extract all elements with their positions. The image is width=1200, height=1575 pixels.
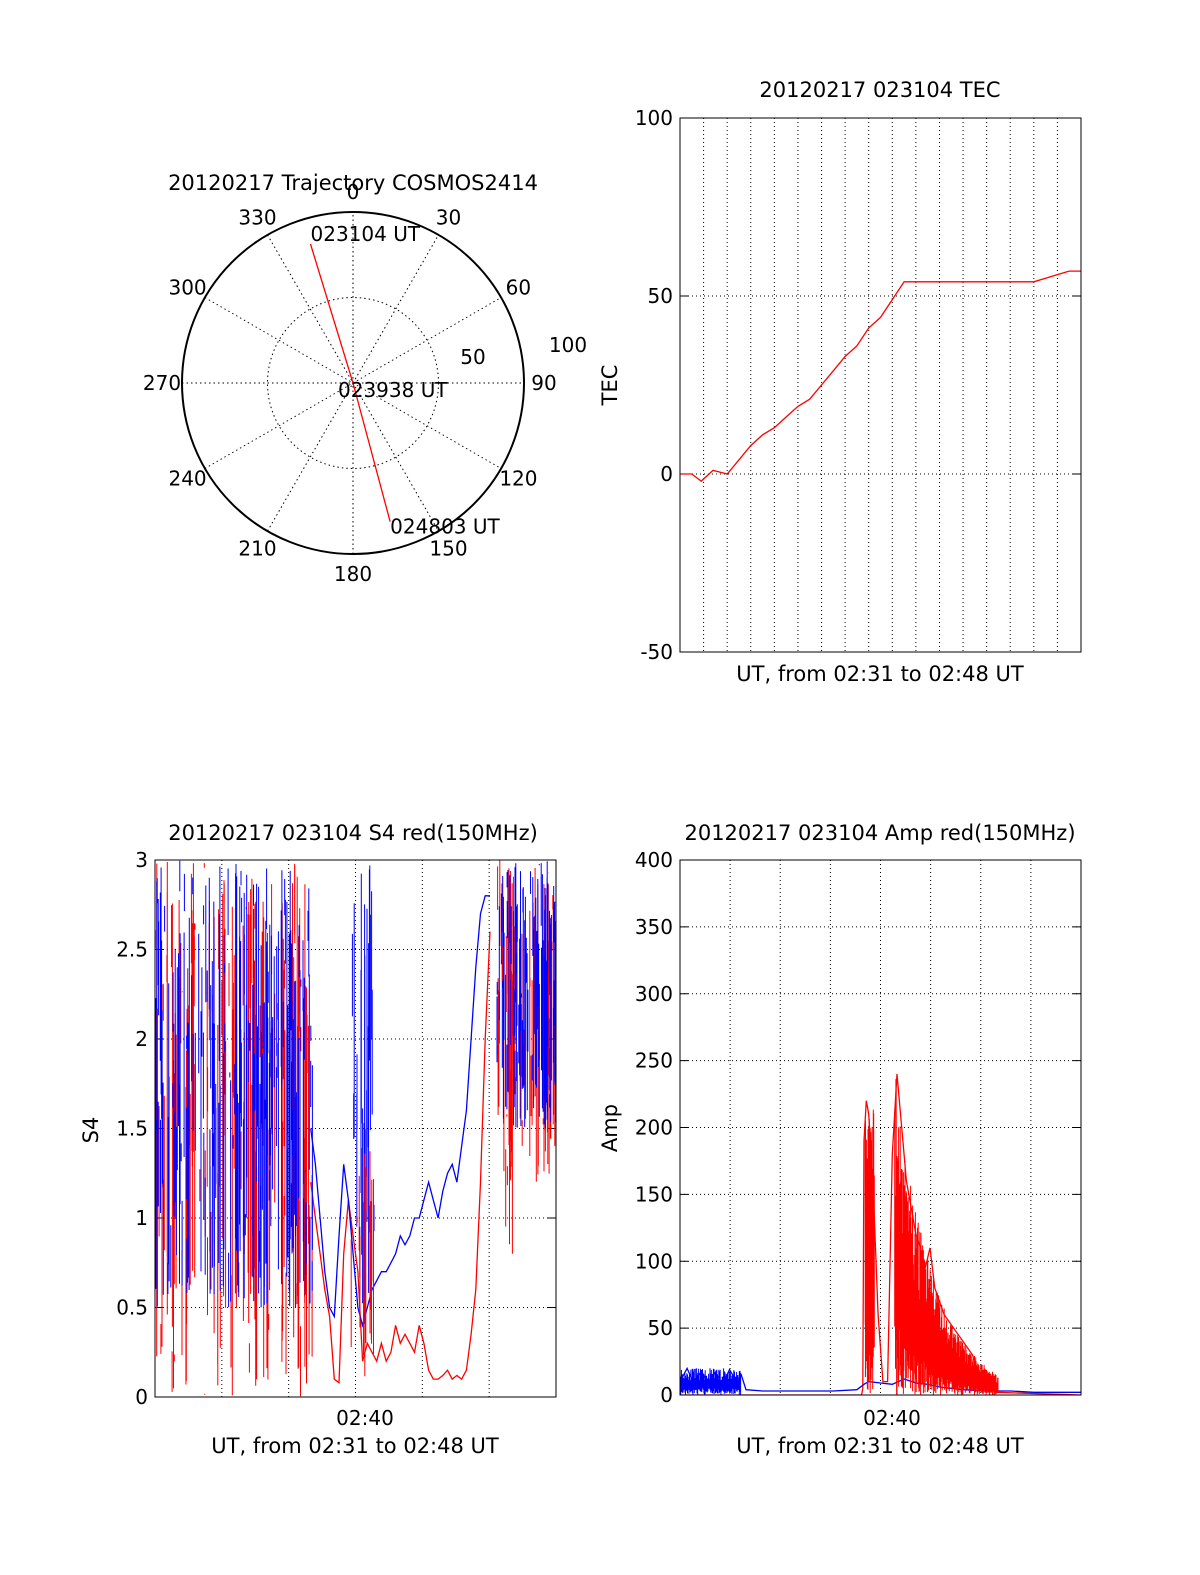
- s4-frame: [154, 859, 557, 1398]
- y-tick-label: 0: [660, 462, 673, 486]
- polar-azimuth-label: 240: [168, 467, 206, 491]
- tec-xlabel: UT, from 02:31 to 02:48 UT: [736, 662, 1024, 686]
- y-tick-label: 2.5: [116, 938, 148, 962]
- polar-azimuth-label: 90: [531, 371, 556, 395]
- amp-series: [680, 1073, 1081, 1395]
- y-tick-label: 0: [135, 1385, 148, 1409]
- amp-y-ticks: 400 350 300 250 200 150 100 50 0: [635, 848, 673, 1407]
- amp-title: 20120217 023104 Amp red(150MHz): [684, 821, 1075, 845]
- trajectory-line: [309, 243, 391, 522]
- polar-azimuth-label: 150: [429, 536, 467, 560]
- y-tick-label: 1.5: [116, 1117, 148, 1141]
- y-tick-label: 250: [635, 1049, 673, 1073]
- red-scintillation-region: [350, 1148, 374, 1377]
- amp-ylabel: Amp: [598, 1104, 622, 1152]
- s4-y-ticks: 3 2.5 2 1.5 1 0.5 0: [116, 848, 148, 1409]
- y-tick-label: 400: [635, 848, 673, 872]
- y-tick-label: 100: [635, 1249, 673, 1273]
- red-amplitude-band: [864, 1109, 875, 1393]
- polar-azimuth-label: 330: [238, 206, 276, 230]
- y-tick-label: 300: [635, 982, 673, 1006]
- y-tick-label: 2: [135, 1027, 148, 1051]
- y-tick-label: -50: [640, 640, 673, 664]
- polar-plot: 20120217 Trajectory COSMOS2414 0 30 60 90 12…: [143, 171, 587, 586]
- blue-scintillation-region: [496, 861, 556, 1129]
- polar-title: 20120217 Trajectory COSMOS2414: [168, 171, 538, 195]
- y-tick-label: 150: [635, 1182, 673, 1206]
- tec-ylabel: TEC: [598, 365, 622, 407]
- red-series-line: [680, 1073, 1081, 1395]
- amp-xtick-label: 02:40: [863, 1406, 921, 1430]
- y-tick-label: 100: [635, 106, 673, 130]
- polar-azimuth-labels: 0 30 60 90 120 150 180 210 240 270 300 330: [143, 180, 557, 586]
- tec-plot: 20120217 023104 TEC 100 50 0 -50 UT, from 0…: [598, 78, 1082, 686]
- trajectory-point-label: 023104 UT: [311, 222, 421, 246]
- polar-azimuth-label: 60: [506, 276, 531, 300]
- polar-azimuth-label: 180: [334, 562, 372, 586]
- y-tick-label: 1: [135, 1206, 148, 1230]
- polar-radius-label: 100: [549, 333, 587, 357]
- amp-plot: 20120217 023104 Amp red(150MHz) 400 350 30…: [598, 821, 1082, 1458]
- red-series-line: [310, 931, 491, 1384]
- y-tick-label: 200: [635, 1116, 673, 1140]
- red-series-line: [680, 270, 1081, 482]
- polar-azimuth-label: 300: [168, 276, 206, 300]
- blue-scintillation-region: [351, 865, 375, 1324]
- blue-amplitude-band: [680, 1368, 742, 1395]
- s4-series: [155, 860, 556, 1397]
- red-amplitude-band: [894, 1079, 999, 1395]
- s4-xtick-label: 02:40: [336, 1406, 394, 1430]
- amp-xlabel: UT, from 02:31 to 02:48 UT: [736, 1434, 1024, 1458]
- blue-series-line: [310, 895, 490, 1328]
- amp-grid: [680, 859, 1081, 1396]
- trajectory-point-label: 023938 UT: [338, 378, 448, 402]
- blue-scintillation-region: [155, 860, 313, 1308]
- s4-title: 20120217 023104 S4 red(150MHz): [168, 821, 538, 845]
- polar-radius-label: 50: [460, 345, 485, 369]
- y-tick-label: 3: [135, 848, 148, 872]
- y-tick-label: 0: [660, 1383, 673, 1407]
- y-tick-label: 350: [635, 915, 673, 939]
- tec-grid: [680, 117, 1081, 653]
- s4-xlabel: UT, from 02:31 to 02:48 UT: [211, 1434, 499, 1458]
- polar-azimuth-label: 30: [436, 206, 461, 230]
- s4-ylabel: S4: [79, 1117, 103, 1144]
- tec-series: [680, 270, 1081, 482]
- y-tick-label: 0.5: [116, 1296, 148, 1320]
- polar-azimuth-label: 120: [499, 467, 537, 491]
- trajectory-point-label: 024803 UT: [390, 515, 500, 539]
- polar-azimuth-label: 0: [347, 180, 360, 204]
- s4-plot: 20120217 023104 S4 red(150MHz) 3 2.5 2 1.5 1…: [79, 821, 557, 1458]
- s4-grid: [155, 859, 556, 1398]
- y-tick-label: 50: [648, 1316, 673, 1340]
- polar-radius-labels: 50 100: [460, 333, 587, 369]
- red-scintillation-region: [501, 943, 513, 1254]
- y-tick-label: 50: [648, 284, 673, 308]
- tec-title: 20120217 023104 TEC: [759, 78, 1000, 102]
- polar-azimuth-label: 270: [143, 371, 181, 395]
- polar-azimuth-label: 210: [238, 536, 276, 560]
- satellite-trajectory: 023104 UT 023938 UT 024803 UT: [309, 222, 501, 539]
- amp-frame: [679, 859, 1082, 1396]
- tec-frame: [679, 117, 1082, 653]
- tec-y-ticks: 100 50 0 -50: [635, 106, 673, 664]
